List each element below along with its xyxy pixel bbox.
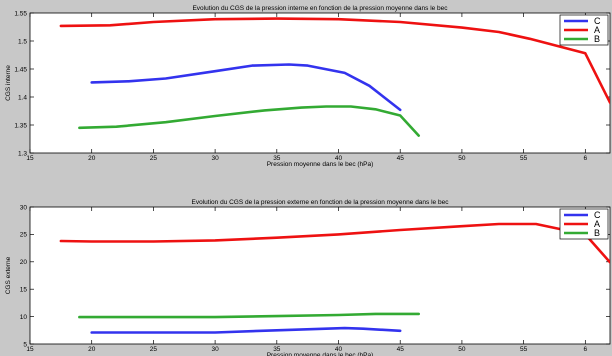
chart-1-series-a-line (59, 17, 610, 104)
chart-2-y-tick-label: 30 (20, 204, 28, 211)
chart-1-y-tick-label: 1.35 (14, 122, 27, 129)
chart-1-legend-label-c: C (594, 16, 601, 26)
chart-2-legend-label-c: C (594, 210, 601, 220)
chart-1-series-c-line (90, 63, 402, 112)
chart-2-legend-label-a: A (594, 219, 600, 229)
chart-1-x-tick-label: 55 (520, 155, 528, 162)
chart-1-y-tick-label: 1.3 (18, 150, 27, 157)
chart-1-x-tick-label: 45 (397, 155, 405, 162)
chart-2-y-tick-label: 10 (20, 314, 28, 321)
chart-2-plot-area (29, 206, 611, 345)
chart-1-x-label: Pression moyenne dans le bec (hPa) (267, 161, 374, 168)
chart-1-legend-label-b: B (594, 34, 600, 44)
chart-2: Evolution du CGS de la pression externe … (5, 199, 611, 356)
chart-1-x-tick-label: 15 (26, 155, 34, 162)
chart-2-x-tick-label: 45 (397, 346, 405, 353)
chart-2-x-tick-label: 20 (88, 346, 96, 353)
chart-1-x-tick-label: 35 (273, 155, 281, 162)
chart-1-series-b-line (78, 105, 421, 137)
chart-1-title: Evolution du CGS de la pression interne … (192, 5, 448, 12)
chart-2-legend-label-b: B (594, 228, 600, 238)
chart-2-series-c-line (90, 326, 402, 334)
chart-1-legend-label-a: A (594, 25, 600, 35)
chart-1-y-tick-label: 1.45 (14, 66, 27, 73)
chart-1-y-tick-label: 1.5 (18, 38, 27, 45)
chart-1-x-tick-label: 25 (150, 155, 158, 162)
chart-2-x-label: Pression moyenne dans le bec (hPa) (267, 352, 374, 356)
chart-2-y-tick-label: 5 (23, 341, 27, 348)
chart-2-x-tick-label: 35 (273, 346, 281, 353)
chart-2-x-tick-label: 30 (211, 346, 219, 353)
chart-2-x-tick-label: 40 (335, 346, 343, 353)
chart-2-y-tick-label: 15 (20, 287, 28, 294)
chart-1-y-label: CGS interne (5, 65, 12, 101)
chart-2-x-tick-label: 50 (458, 346, 466, 353)
chart-2-x-tick-label: 25 (150, 346, 158, 353)
chart-2-y-tick-label: 25 (20, 232, 28, 239)
chart-1-x-tick-label: 20 (88, 155, 96, 162)
chart-1-y-tick-label: 1.55 (14, 10, 27, 17)
chart-1-y-tick-label: 1.4 (18, 94, 27, 101)
chart-2-x-tick-label: 6 (584, 346, 588, 353)
chart-2-series-b-line (78, 312, 421, 319)
chart-2-title: Evolution du CGS de la pression externe … (192, 199, 450, 206)
chart-2-y-label: CGS externe (5, 256, 12, 294)
chart-1-x-tick-label: 6 (584, 155, 588, 162)
chart-2-x-tick-label: 15 (26, 346, 34, 353)
chart-1-x-tick-label: 50 (458, 155, 466, 162)
chart-1: Evolution du CGS de la pression interne … (5, 5, 611, 168)
chart-2-x-tick-label: 55 (520, 346, 528, 353)
chart-1-x-tick-label: 30 (211, 155, 219, 162)
chart-1-x-tick-label: 40 (335, 155, 343, 162)
chart-2-y-tick-label: 20 (20, 259, 28, 266)
chart-1-plot-area (29, 12, 611, 154)
chart-2-series-a-line (59, 222, 610, 264)
